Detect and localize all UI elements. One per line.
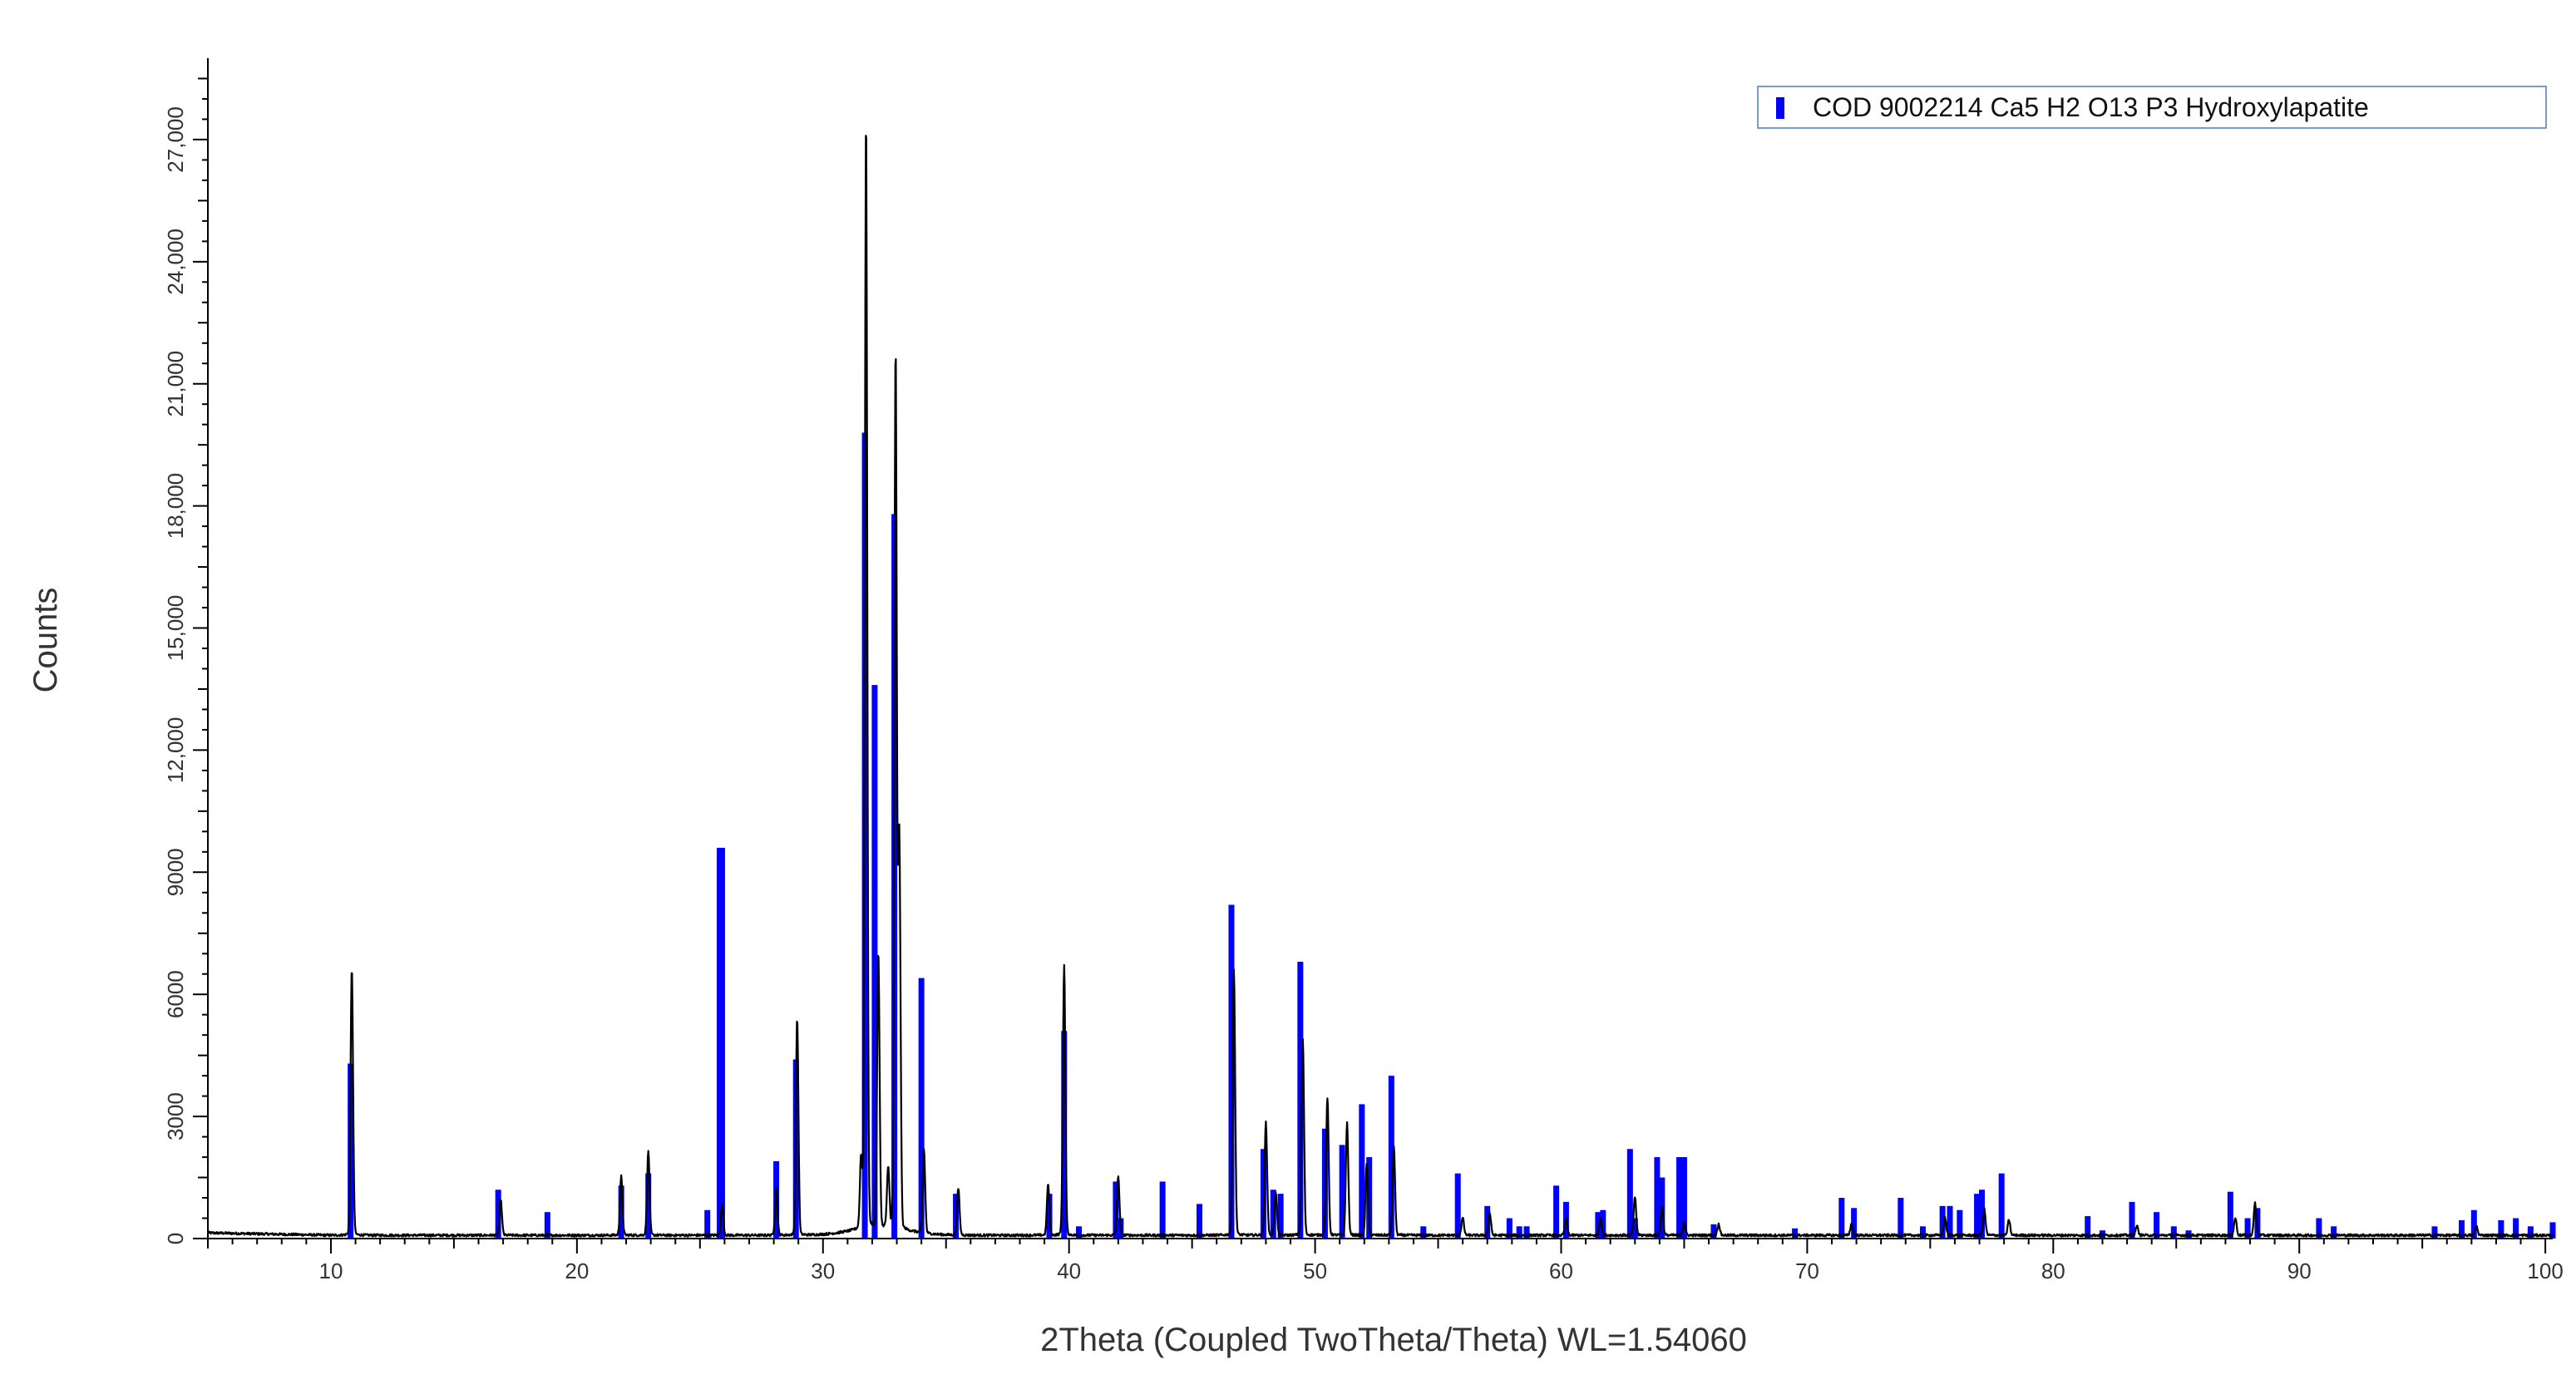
reference-stick bbox=[2431, 1226, 2438, 1239]
x-tick-label: 90 bbox=[2287, 1258, 2312, 1283]
legend-marker-reference bbox=[1776, 97, 1784, 119]
y-tick-label: 9000 bbox=[163, 848, 188, 896]
x-tick-label: 40 bbox=[1057, 1258, 1081, 1283]
y-tick-label: 12,000 bbox=[163, 717, 188, 784]
reference-stick bbox=[1516, 1226, 1522, 1239]
reference-stick bbox=[1680, 1157, 1687, 1239]
reference-stick bbox=[704, 1209, 711, 1239]
reference-stick bbox=[2316, 1218, 2322, 1239]
reference-stick bbox=[1919, 1226, 1926, 1239]
reference-stick bbox=[2129, 1201, 2135, 1239]
y-tick-label: 3000 bbox=[163, 1092, 188, 1140]
reference-stick bbox=[645, 1173, 652, 1239]
reference-stick bbox=[1939, 1205, 1946, 1239]
reference-stick bbox=[2470, 1209, 2477, 1239]
reference-stick bbox=[1159, 1181, 1166, 1239]
reference-stick bbox=[1420, 1226, 1427, 1239]
axes: 10 20 30 40 50 60 70 80 90 100 0 3000 6000 9000 12,00… bbox=[163, 58, 2564, 1283]
reference-stick bbox=[1595, 1212, 1601, 1239]
reference-stick bbox=[1061, 1031, 1068, 1239]
reference-stick bbox=[2331, 1226, 2337, 1239]
y-tick-label: 0 bbox=[163, 1233, 188, 1244]
reference-stick bbox=[495, 1190, 501, 1239]
reference-stick bbox=[544, 1212, 550, 1239]
reference-stick bbox=[1366, 1157, 1373, 1239]
reference-stick bbox=[1270, 1190, 1276, 1239]
x-tick-label: 60 bbox=[1549, 1258, 1573, 1283]
reference-stick bbox=[918, 978, 925, 1239]
reference-stick bbox=[1851, 1208, 1858, 1239]
x-tick-label: 80 bbox=[2041, 1258, 2065, 1283]
reference-stick bbox=[2527, 1226, 2534, 1239]
legend: COD 9002214 Ca5 H2 O13 P3 Hydroxylapatit… bbox=[1757, 86, 2547, 129]
x-tick-label: 20 bbox=[565, 1258, 589, 1283]
reference-stick bbox=[718, 847, 725, 1239]
reference-stick bbox=[2459, 1219, 2465, 1239]
y-axis-ticks: 0 3000 6000 9000 12,000 15,000 18,000 21,000 24,… bbox=[163, 77, 208, 1244]
reference-stick bbox=[2549, 1222, 2556, 1239]
reference-stick bbox=[1297, 962, 1304, 1239]
reference-stick bbox=[1947, 1205, 1953, 1239]
reference-stick bbox=[2498, 1219, 2504, 1239]
reference-stick bbox=[1676, 1157, 1683, 1239]
reference-stick bbox=[1553, 1185, 1560, 1239]
reference-stick bbox=[1978, 1190, 1985, 1239]
reference-stick bbox=[1197, 1204, 1203, 1239]
measured-pattern-line bbox=[207, 135, 2554, 1238]
y-tick-label: 21,000 bbox=[163, 351, 188, 417]
reference-stick bbox=[1388, 1076, 1394, 1239]
y-tick-label: 24,000 bbox=[163, 229, 188, 295]
plot-area bbox=[207, 135, 2556, 1239]
x-tick-label: 70 bbox=[1795, 1258, 1819, 1283]
y-tick-label: 27,000 bbox=[163, 106, 188, 173]
reference-stick bbox=[1654, 1157, 1661, 1239]
reference-stick bbox=[1228, 904, 1235, 1239]
reference-stick bbox=[1600, 1209, 1606, 1239]
reference-stick bbox=[1897, 1198, 1904, 1239]
reference-stick bbox=[1998, 1173, 2005, 1239]
reference-stick bbox=[1626, 1149, 1633, 1239]
x-tick-label: 10 bbox=[318, 1258, 343, 1283]
x-tick-label: 30 bbox=[811, 1258, 835, 1283]
reference-stick bbox=[1076, 1226, 1083, 1239]
reference-stick bbox=[2227, 1191, 2233, 1239]
reference-stick bbox=[2170, 1226, 2177, 1239]
legend-entry-reference: COD 9002214 Ca5 H2 O13 P3 Hydroxylapatit… bbox=[1813, 92, 2369, 122]
x-axis-title: 2Theta (Coupled TwoTheta/Theta) WL=1.540… bbox=[1040, 1322, 1747, 1358]
y-tick-label: 15,000 bbox=[163, 595, 188, 662]
reference-stick bbox=[1454, 1173, 1461, 1239]
reference-stick bbox=[1359, 1104, 1365, 1239]
reference-stick bbox=[1277, 1194, 1284, 1239]
reference-stick bbox=[1339, 1145, 1345, 1239]
reference-stick bbox=[871, 685, 878, 1239]
reference-stick bbox=[1957, 1209, 1963, 1239]
y-tick-label: 18,000 bbox=[163, 473, 188, 539]
x-axis-ticks: 10 20 30 40 50 60 70 80 90 100 bbox=[207, 1239, 2564, 1283]
x-tick-label: 100 bbox=[2527, 1258, 2563, 1283]
reference-stick bbox=[2513, 1218, 2519, 1239]
reference-stick bbox=[1523, 1226, 1530, 1239]
reference-stick bbox=[1792, 1228, 1799, 1239]
reference-stick bbox=[1974, 1194, 1981, 1239]
legend-box bbox=[1757, 86, 2547, 129]
reference-stick bbox=[1710, 1224, 1717, 1239]
y-tick-label: 6000 bbox=[163, 970, 188, 1018]
reference-stick bbox=[2244, 1218, 2251, 1239]
reference-stick bbox=[1484, 1205, 1491, 1239]
reference-stick bbox=[1631, 1218, 1638, 1239]
reference-stick bbox=[1838, 1198, 1845, 1239]
y-axis-title: Counts bbox=[27, 588, 64, 693]
x-tick-label: 50 bbox=[1303, 1258, 1327, 1283]
reference-stick bbox=[618, 1185, 624, 1239]
reference-stick bbox=[2085, 1216, 2091, 1239]
reference-stick bbox=[1506, 1218, 1513, 1239]
reference-stick bbox=[2154, 1212, 2160, 1239]
